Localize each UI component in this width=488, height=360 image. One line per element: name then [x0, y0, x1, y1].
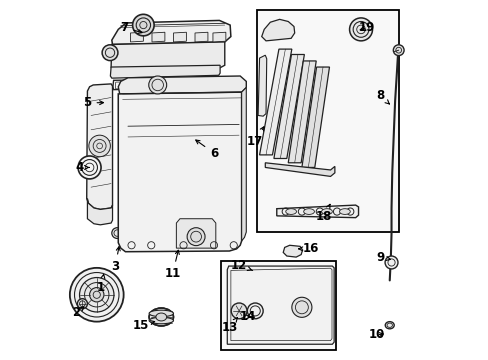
Text: 11: 11	[164, 250, 181, 280]
Circle shape	[78, 156, 101, 179]
Text: 5: 5	[83, 96, 103, 109]
Text: 13: 13	[221, 318, 237, 333]
Polygon shape	[118, 92, 241, 252]
Circle shape	[70, 268, 123, 321]
Polygon shape	[152, 32, 164, 42]
Circle shape	[80, 278, 114, 312]
Circle shape	[132, 14, 154, 36]
Polygon shape	[118, 76, 246, 94]
Ellipse shape	[285, 209, 296, 215]
Polygon shape	[173, 32, 186, 42]
Circle shape	[187, 228, 204, 246]
Polygon shape	[276, 205, 358, 218]
Polygon shape	[273, 54, 304, 158]
Circle shape	[247, 303, 263, 319]
Bar	[257, 10, 398, 232]
Polygon shape	[227, 266, 333, 344]
Polygon shape	[176, 219, 215, 248]
Text: 3: 3	[111, 247, 120, 273]
Polygon shape	[259, 49, 291, 155]
Text: 16: 16	[298, 242, 318, 255]
Ellipse shape	[303, 209, 314, 215]
Circle shape	[112, 228, 122, 238]
Circle shape	[384, 256, 397, 269]
Text: 10: 10	[367, 328, 384, 341]
Circle shape	[102, 45, 118, 60]
Circle shape	[77, 299, 87, 309]
Bar	[221, 261, 335, 350]
Circle shape	[392, 45, 403, 55]
Text: 15: 15	[132, 319, 154, 332]
Ellipse shape	[149, 318, 173, 324]
Text: 4: 4	[75, 161, 89, 174]
Circle shape	[89, 288, 104, 302]
Text: 17: 17	[246, 127, 264, 148]
Text: 9: 9	[375, 251, 389, 264]
Text: 19: 19	[358, 21, 375, 34]
Circle shape	[349, 18, 372, 41]
Ellipse shape	[339, 209, 349, 215]
Circle shape	[231, 303, 246, 319]
Polygon shape	[212, 32, 225, 42]
Polygon shape	[301, 67, 329, 167]
Text: 14: 14	[240, 310, 256, 324]
Polygon shape	[110, 65, 220, 78]
Circle shape	[291, 297, 311, 318]
Text: 1: 1	[97, 274, 105, 294]
Polygon shape	[261, 19, 294, 41]
Text: 18: 18	[315, 204, 331, 223]
Ellipse shape	[149, 308, 173, 326]
Polygon shape	[112, 21, 230, 44]
Ellipse shape	[385, 321, 393, 329]
Polygon shape	[283, 245, 302, 257]
Ellipse shape	[156, 313, 166, 321]
Polygon shape	[195, 32, 207, 42]
Polygon shape	[111, 42, 224, 71]
Ellipse shape	[321, 209, 332, 215]
Circle shape	[148, 76, 166, 94]
Polygon shape	[86, 84, 112, 210]
Circle shape	[89, 135, 110, 157]
Polygon shape	[87, 199, 112, 225]
Text: 6: 6	[195, 140, 218, 159]
Polygon shape	[287, 61, 316, 163]
Polygon shape	[258, 55, 266, 116]
Polygon shape	[113, 79, 223, 90]
Polygon shape	[265, 163, 334, 176]
Ellipse shape	[149, 310, 173, 317]
Text: 2: 2	[72, 306, 84, 319]
Text: 8: 8	[375, 89, 388, 104]
Text: 12: 12	[230, 259, 252, 272]
Polygon shape	[241, 87, 246, 241]
Text: 7: 7	[120, 21, 142, 34]
Polygon shape	[130, 32, 143, 42]
